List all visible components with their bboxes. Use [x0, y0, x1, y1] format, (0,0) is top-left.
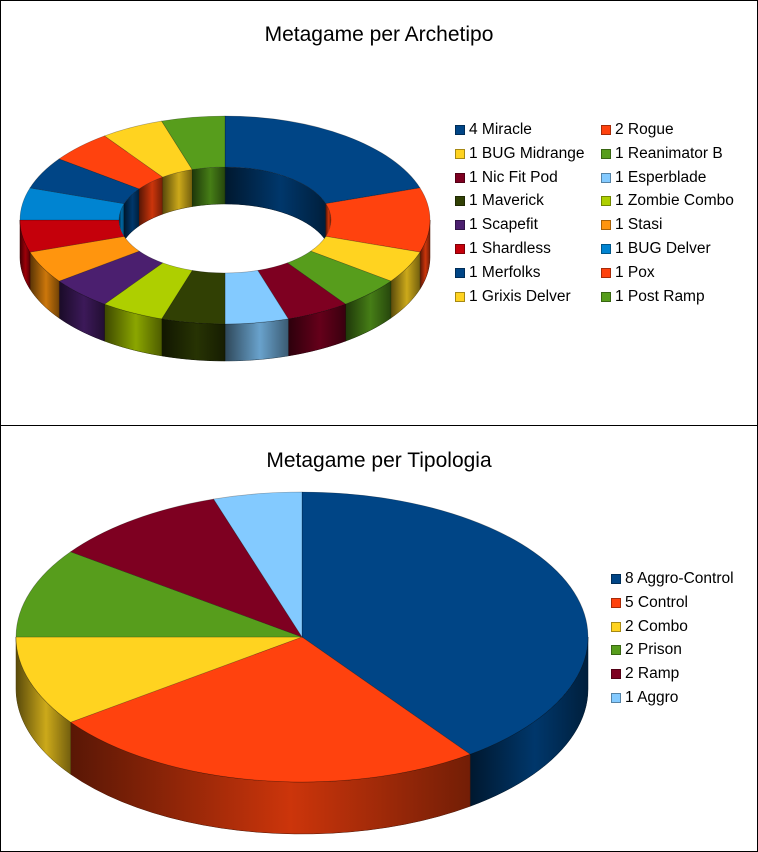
legend-swatch	[611, 574, 621, 584]
legend-swatch	[601, 244, 611, 254]
legend-label: 1 BUG Delver	[615, 240, 711, 257]
legend-swatch	[601, 291, 611, 302]
legend-swatch	[601, 220, 611, 231]
legend-label: 1 Esperblade	[615, 168, 707, 186]
slice-zombie-combo	[103, 262, 193, 320]
chart-top-faces	[15, 491, 589, 783]
chart-top-faces	[19, 115, 431, 325]
legend-label: 2 Rogue	[615, 121, 674, 138]
pie-chart	[15, 491, 589, 835]
legend-label: 1 Shardless	[469, 240, 551, 257]
slice-stasi	[29, 236, 140, 282]
legend-swatch	[455, 244, 465, 254]
chart-panel-archetipo: Metagame per Archetipo 4 Miracle 2 Rogue 1…	[0, 0, 758, 426]
slice-control	[69, 636, 471, 783]
legend-swatch	[611, 621, 621, 632]
chart-legend: 8 Aggro-Control 5 Control 2 Combo 2 Prison 2…	[611, 569, 757, 719]
slice-aggro	[213, 491, 303, 639]
legend-label: 1 Grixis Delver	[469, 287, 571, 305]
slice-ramp	[69, 498, 303, 638]
slice-aggro-control	[301, 491, 589, 755]
slice-prison	[15, 551, 303, 638]
legend-swatch	[455, 291, 465, 302]
legend-label: 4 Miracle	[469, 121, 532, 138]
legend-label: 1 Maverick	[469, 192, 544, 210]
legend-label: 2 Prison	[625, 641, 682, 659]
chart-panel-tipologia: Metagame per Tipologia 8 Aggro-Control 5 …	[0, 425, 758, 852]
slice-side-esperblade	[224, 318, 289, 362]
legend-label: 8 Aggro-Control	[625, 570, 734, 587]
legend-swatch	[601, 267, 611, 278]
legend-swatch	[455, 172, 465, 183]
legend-label: 2 Combo	[625, 617, 688, 635]
legend-label: 1 Scapefit	[469, 216, 538, 234]
legend-label: 1 Stasi	[615, 216, 663, 234]
slice-side-maverick	[161, 318, 226, 362]
legend-swatch	[611, 645, 621, 656]
legend-swatch	[455, 125, 465, 135]
chart-title: Metagame per Tipologia	[266, 449, 492, 472]
slice-reanimator-b	[286, 250, 392, 305]
legend-label: 2 Ramp	[625, 665, 680, 683]
legend-label: 1 Zombie Combo	[615, 192, 734, 210]
slice-inner-post-ramp	[191, 167, 226, 207]
legend-label: 1 Reanimator B	[615, 144, 723, 162]
legend-swatch	[601, 148, 611, 159]
slice-scapefit	[58, 250, 164, 305]
slice-combo	[15, 636, 303, 723]
legend-swatch	[455, 148, 465, 159]
legend-label: 1 Post Ramp	[615, 287, 705, 305]
chart-title: Metagame per Archetipo	[264, 23, 494, 46]
legend-swatch	[611, 669, 621, 680]
legend-swatch	[611, 693, 621, 703]
legend-swatch	[455, 220, 465, 231]
slice-inner-grixis-delver	[162, 169, 193, 215]
legend-label: 5 Control	[625, 593, 688, 611]
legend-swatch	[455, 267, 465, 278]
legend-label: 1 Merfolks	[469, 263, 541, 281]
legend-swatch	[601, 125, 611, 135]
legend-label: 1 Nic Fit Pod	[469, 168, 558, 186]
chart-inner-walls	[119, 167, 331, 258]
legend-label: 1 Pox	[615, 263, 655, 281]
slice-maverick	[161, 270, 226, 325]
legend-swatch	[601, 172, 611, 183]
donut-chart	[19, 115, 431, 362]
legend-label: 1 BUG Midrange	[469, 144, 585, 162]
chart-legend: 4 Miracle 2 Rogue 1 BUG Midrange 1 Reanimat…	[455, 120, 755, 310]
legend-label: 1 Aggro	[625, 689, 679, 706]
legend-swatch	[601, 196, 611, 207]
legend-swatch	[455, 196, 465, 207]
legend-swatch	[611, 597, 621, 608]
